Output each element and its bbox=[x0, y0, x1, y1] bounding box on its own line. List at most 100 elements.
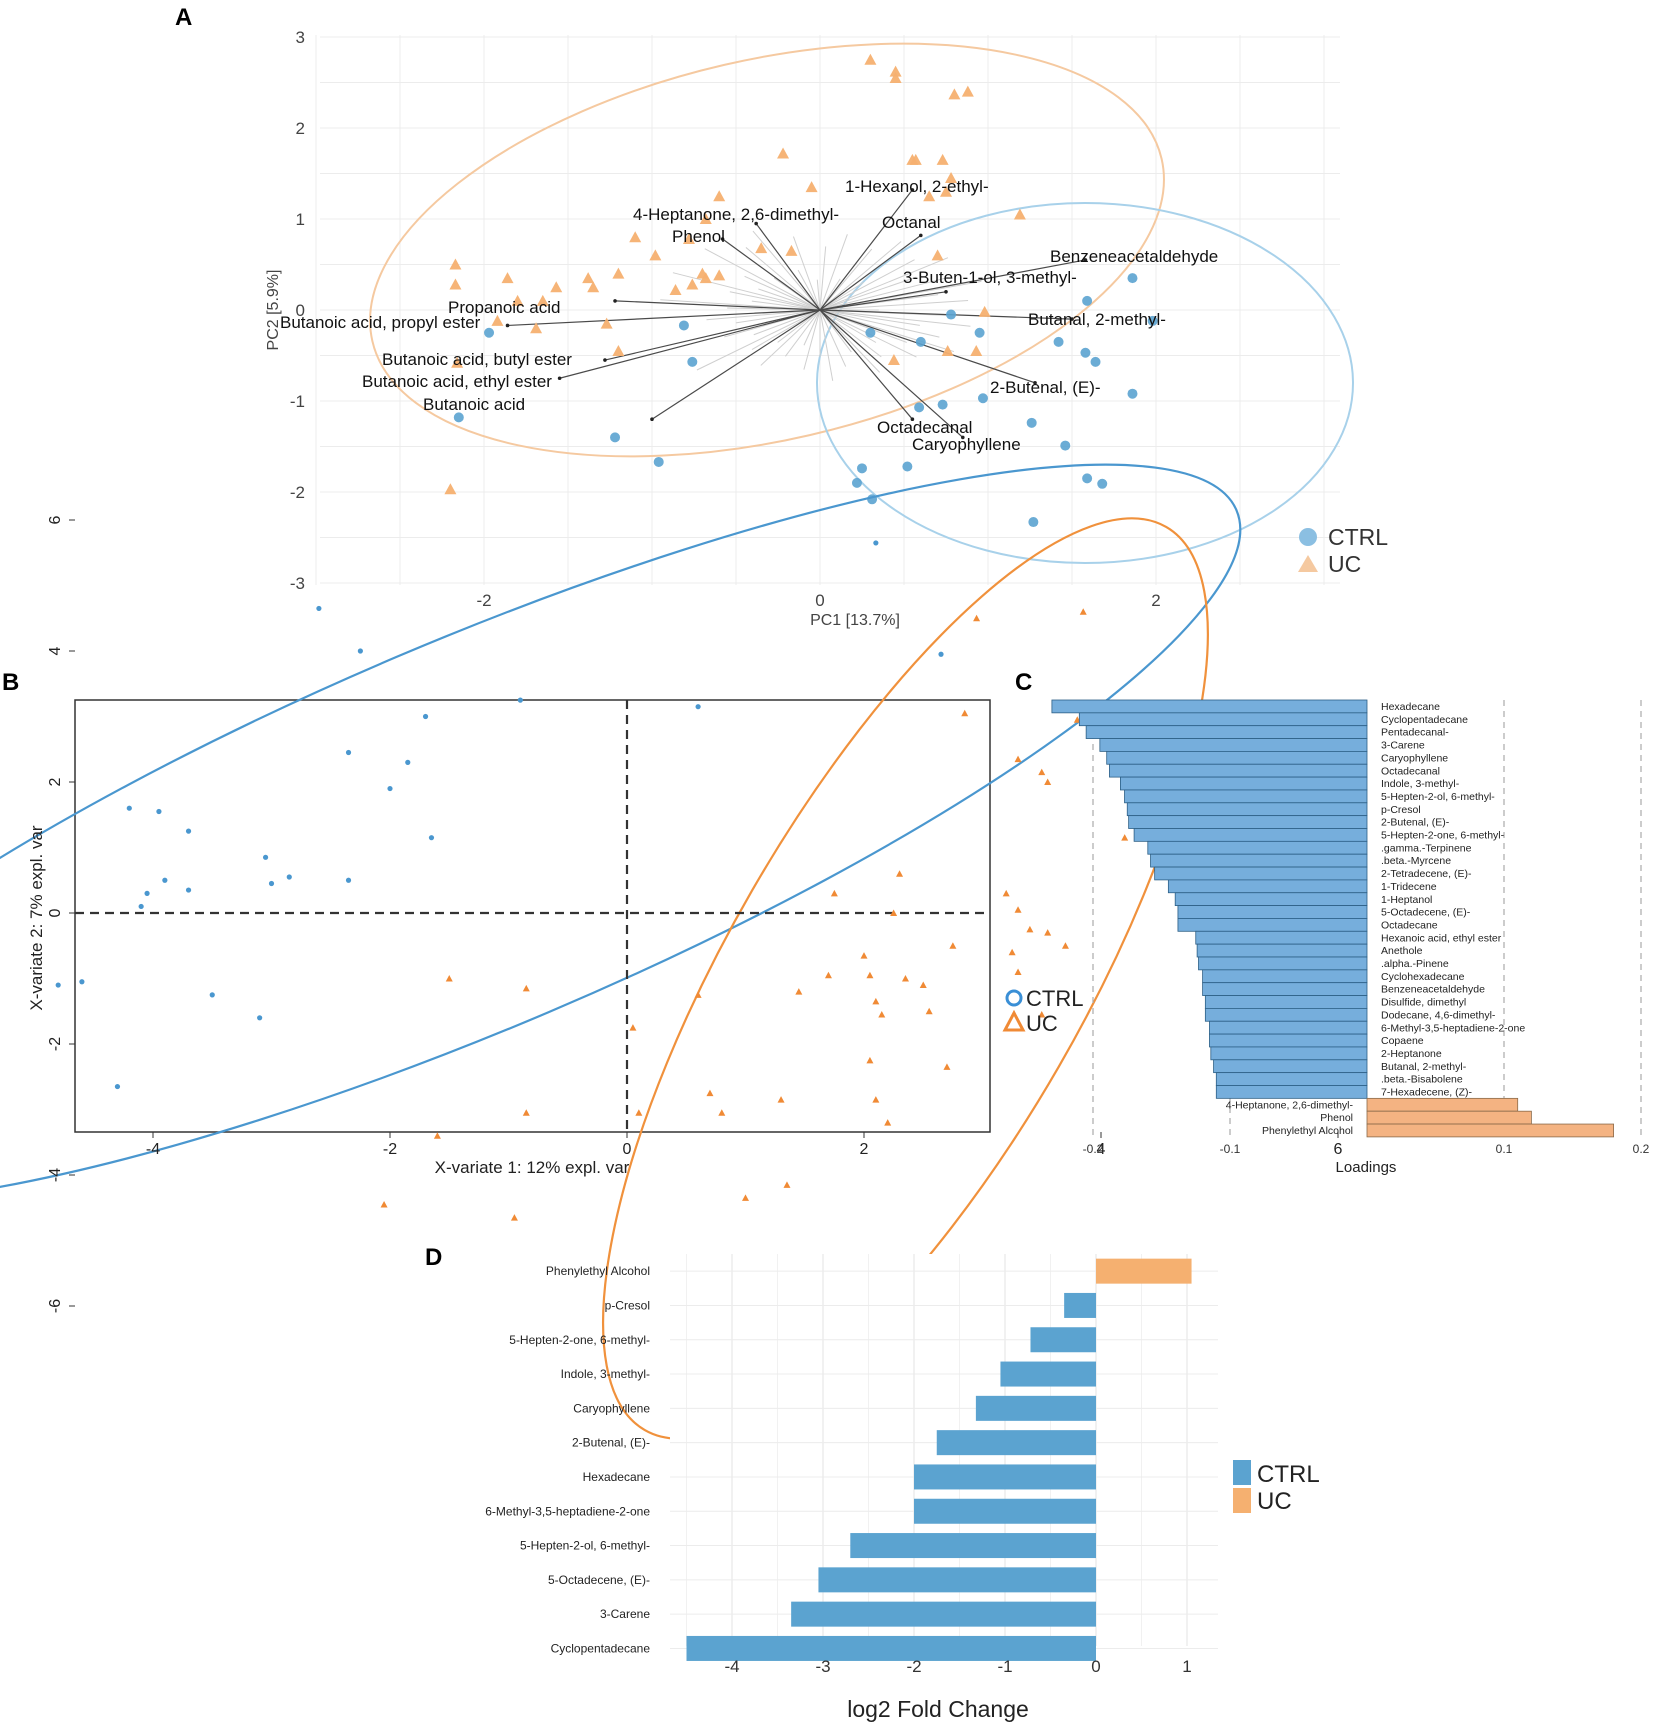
panel-a-arrow-tip bbox=[910, 188, 915, 192]
panel-b-uc-point bbox=[510, 1214, 518, 1221]
panel-c-bar bbox=[1198, 956, 1368, 971]
panel-d-category-label: 6-Methyl-3,5-heptadiene-2-one bbox=[485, 1504, 650, 1518]
panel-b-y-tick-label: 4 bbox=[47, 646, 64, 655]
panel-a-arrow-tip bbox=[1083, 258, 1088, 262]
panel-a-uc-point bbox=[777, 147, 790, 159]
panel-a-uc-point bbox=[444, 483, 457, 495]
panel-c-category-label: 1-Heptanol bbox=[1381, 894, 1432, 906]
panel-a-minor-loading-line bbox=[777, 309, 821, 343]
panel-c-bar bbox=[1209, 1020, 1368, 1035]
panel-c-bar bbox=[1215, 1085, 1368, 1099]
panel-a-minor-loading-line bbox=[744, 275, 821, 311]
panel-a-ctrl-point bbox=[453, 412, 464, 423]
panel-d-bar bbox=[914, 1464, 1096, 1490]
panel-c-bar bbox=[1215, 1072, 1368, 1086]
panel-b-uc-point bbox=[1002, 889, 1010, 897]
panel-b-ctrl-point bbox=[268, 880, 275, 887]
panel-a-uc-point bbox=[511, 294, 524, 306]
panel-c-category-label: 7-Hexadecene, (Z)- bbox=[1381, 1087, 1473, 1099]
panel-a-minor-loading-line bbox=[752, 230, 821, 311]
panel-a-ctrl-point bbox=[1028, 517, 1039, 528]
panel-a-arrow-tip bbox=[505, 323, 510, 328]
panel-b-uc-point bbox=[961, 709, 969, 717]
panel-b-uc-point bbox=[866, 971, 874, 979]
panel-a-minor-loading-line bbox=[745, 247, 821, 311]
panel-a-ctrl-point bbox=[851, 477, 862, 488]
panel-a-legend: CTRL UC bbox=[1298, 524, 1388, 577]
panel-a-vector-label: 3-Buten-1-ol, 3-methyl- bbox=[903, 268, 1077, 287]
panel-c-category-label: 5-Hepten-2-ol, 6-methyl- bbox=[1381, 791, 1495, 803]
panel-c-bar bbox=[1109, 763, 1368, 778]
panel-a-minor-loading-line bbox=[751, 309, 821, 350]
panel-b-uc-point bbox=[522, 1109, 530, 1116]
panel-c-category-label: Caryophyllene bbox=[1381, 752, 1448, 764]
panel-d-category-label: Phenylethyl Alcohol bbox=[546, 1264, 650, 1278]
panel-a-y-tick-label: -1 bbox=[290, 392, 305, 411]
panel-a-ctrl-point bbox=[1090, 356, 1101, 367]
panel-a-uc-point bbox=[536, 294, 549, 306]
panel-a-uc-point bbox=[785, 244, 798, 256]
panel-a-uc-point bbox=[805, 181, 818, 193]
panel-a-minor-loading-line bbox=[819, 234, 848, 311]
panel-a-ctrl-point bbox=[974, 327, 985, 338]
panel-b-uc-ellipse bbox=[602, 517, 1209, 1440]
panel-b-legend: CTRL UC bbox=[1002, 986, 1083, 1036]
panel-b-uc-point bbox=[878, 1011, 886, 1018]
panel-b-y-tick-label: 0 bbox=[47, 908, 64, 917]
panel-a-loading-arrow bbox=[819, 259, 1086, 311]
panel-b-uc-point bbox=[1014, 968, 1022, 975]
panel-a-y-tick-label: -2 bbox=[290, 483, 305, 502]
panel-c-category-label: Phenol bbox=[1320, 1112, 1353, 1124]
panel-a-x-tick-label: 2 bbox=[1151, 591, 1160, 610]
panel-a-minor-loading-line bbox=[704, 248, 821, 311]
panel-a-y-tick-label: 0 bbox=[296, 301, 305, 320]
panel-a-uc-point bbox=[449, 278, 462, 290]
panel-a-uc-point bbox=[909, 153, 922, 165]
panel-a-legend-uc: UC bbox=[1328, 551, 1361, 577]
panel-d-bars bbox=[686, 1258, 1192, 1661]
panel-a-ctrl-point bbox=[484, 327, 495, 338]
panel-a-ctrl-point bbox=[653, 456, 664, 467]
panel-a-uc-point bbox=[948, 88, 961, 100]
panel-d-bar bbox=[1064, 1292, 1096, 1318]
panel-d-category-label: 5-Octadecene, (E)- bbox=[548, 1573, 650, 1587]
panel-b-uc-point bbox=[742, 1194, 749, 1201]
panel-a-loading-arrow bbox=[615, 300, 821, 311]
panel-c-category-label: Benzeneacetaldehyde bbox=[1381, 984, 1485, 996]
panel-c-bar bbox=[1150, 853, 1368, 868]
panel-c-bar bbox=[1204, 1008, 1368, 1022]
panel-a-uc-point bbox=[945, 172, 958, 184]
panel-a-minor-loading-line bbox=[792, 236, 821, 311]
panel-c-category-label: 2-Butenal, (E)- bbox=[1381, 817, 1450, 829]
panel-a-y-tick-label: -3 bbox=[290, 574, 305, 593]
panel-d-category-label: Hexadecane bbox=[583, 1470, 651, 1484]
panel-a-arrow-tip bbox=[650, 417, 654, 422]
panel-d-category-label: 3-Carene bbox=[600, 1607, 650, 1621]
panel-a-ctrl-point bbox=[902, 461, 913, 472]
panel-b-uc-point bbox=[872, 1096, 880, 1103]
panel-a-loading-arrow bbox=[651, 309, 821, 420]
panel-c-category-label: 2-Heptanone bbox=[1381, 1048, 1442, 1060]
panel-b-points bbox=[55, 540, 1129, 1221]
panel-b-uc-point bbox=[795, 988, 803, 995]
panel-d-bar bbox=[818, 1567, 1096, 1593]
panel-c-bar bbox=[1120, 776, 1368, 791]
panel-c-bar bbox=[1147, 840, 1368, 855]
panel-c-x-axis-title: Loadings bbox=[1336, 1159, 1397, 1176]
panel-b-ctrl-point bbox=[387, 785, 393, 792]
panel-a-vector-label: 2-Butenal, (E)- bbox=[990, 378, 1101, 397]
panel-d-x-tick-label: -3 bbox=[815, 1657, 830, 1676]
panel-a-ctrl-point bbox=[1147, 315, 1158, 326]
panel-a-vector-label: Butanoic acid, propyl ester bbox=[280, 313, 481, 332]
panel-c-category-label: 1-Tridecene bbox=[1381, 881, 1437, 893]
legend-uc-triangle-icon bbox=[1298, 555, 1318, 572]
panel-d-legend-ctrl: CTRL bbox=[1257, 1461, 1320, 1488]
panel-b-uc-point bbox=[896, 870, 904, 877]
panel-a-minor-loading-line bbox=[819, 309, 881, 373]
panel-a-ctrl-point bbox=[977, 393, 988, 404]
panel-d-x-tick-label: 1 bbox=[1182, 1657, 1191, 1676]
panel-a-minor-loading-line bbox=[803, 309, 821, 346]
panel-b-uc-point bbox=[1079, 608, 1087, 615]
panel-a-loading-arrow bbox=[819, 234, 922, 311]
